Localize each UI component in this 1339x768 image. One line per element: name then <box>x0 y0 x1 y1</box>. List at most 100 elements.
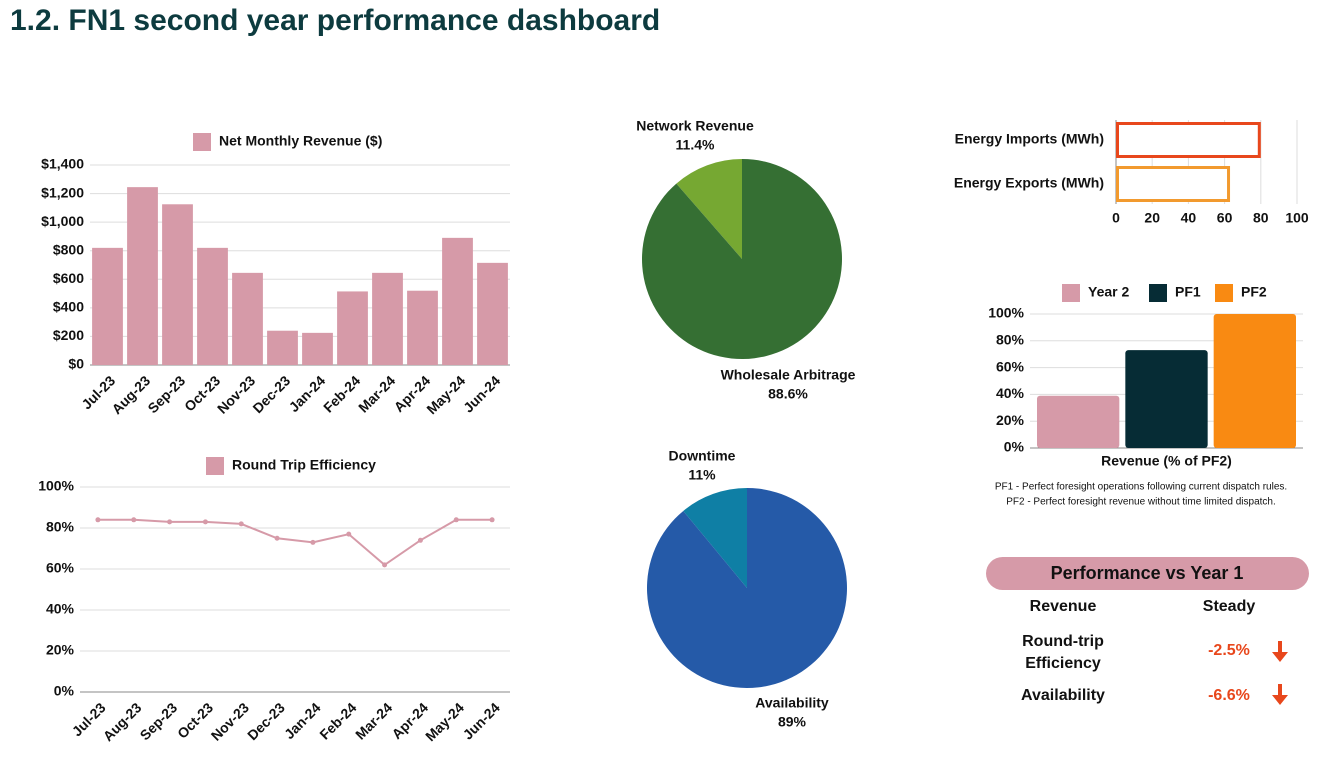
page-title: 1.2. FN1 second year performance dashboa… <box>10 4 660 37</box>
x-tick-label: Mar-24 <box>352 699 395 742</box>
x-tick-label: May-24 <box>423 372 468 417</box>
y-tick-label: 60% <box>46 560 75 576</box>
line <box>97 518 493 567</box>
y-tick-label: $200 <box>53 327 84 343</box>
legend-label: Round Trip Efficiency <box>232 457 376 473</box>
x-tick-label: Mar-24 <box>355 372 398 415</box>
x-tick-label: Revenue (% of PF2) <box>1101 453 1232 469</box>
bar <box>267 330 298 365</box>
bar <box>197 247 228 365</box>
x-tick-label: Jun-24 <box>460 699 503 742</box>
x-tick-label: Sep-23 <box>144 372 188 416</box>
slice-value: 11.4% <box>676 137 715 153</box>
row-label: Availability <box>1021 687 1105 704</box>
bar <box>407 290 438 365</box>
x-tick-label: 0 <box>1112 210 1120 226</box>
point <box>95 517 101 523</box>
y-category-label: Energy Exports (MWh) <box>954 175 1104 191</box>
x-tick-label: 100 <box>1285 210 1309 226</box>
bar <box>1213 314 1296 448</box>
x-tick-label: Jan-24 <box>286 372 329 415</box>
bar <box>1125 350 1208 448</box>
point <box>453 517 459 523</box>
row-value: -6.6% <box>1208 687 1250 704</box>
slice-label: Network Revenue <box>636 118 754 134</box>
note: PF1 - Perfect foresight operations follo… <box>995 482 1287 493</box>
bar <box>1037 395 1120 448</box>
x-tick-label: Sep-23 <box>137 699 181 743</box>
row-label: Round-trip Efficiency <box>1022 633 1104 672</box>
down-arrow <box>1272 684 1288 705</box>
table-header-pill <box>986 557 1309 590</box>
legend-swatch <box>1062 284 1080 302</box>
y-tick-label: 100% <box>38 478 74 494</box>
slice-value: 11% <box>688 467 716 483</box>
x-tick-label: 40 <box>1181 210 1197 226</box>
y-tick-label: 80% <box>46 519 75 535</box>
bar <box>232 272 263 365</box>
point <box>274 535 280 541</box>
note: PF2 - Perfect foresight revenue without … <box>1006 497 1276 508</box>
y-tick-label: 40% <box>46 601 75 617</box>
slice-value: 88.6% <box>768 386 808 402</box>
pie-slice <box>642 159 843 359</box>
x-tick-label: 20 <box>1144 210 1160 226</box>
legend-label: Year 2 <box>1088 284 1129 300</box>
bar <box>127 187 158 365</box>
down-arrow <box>1272 641 1288 662</box>
legend-swatch <box>206 457 224 475</box>
y-tick-label: $0 <box>68 356 84 372</box>
row-value: Steady <box>1202 598 1256 615</box>
x-tick-label: May-24 <box>422 699 467 744</box>
y-tick-label: 100% <box>988 305 1024 321</box>
y-tick-label: 0% <box>1004 439 1025 455</box>
point <box>346 531 352 537</box>
legend-swatch <box>1215 284 1233 302</box>
row-value: -2.5% <box>1208 642 1250 659</box>
point <box>417 537 423 543</box>
slice-label: Availability <box>755 695 829 711</box>
x-tick-label: Nov-23 <box>208 699 252 743</box>
table-title: Performance vs Year 1 <box>1051 563 1244 583</box>
y-tick-label: $1,200 <box>41 184 84 200</box>
x-tick-label: Feb-24 <box>320 372 363 415</box>
x-tick-label: Jan-24 <box>281 699 324 742</box>
bar <box>477 262 508 365</box>
legend-label: Net Monthly Revenue ($) <box>219 133 382 149</box>
x-tick-label: Aug-23 <box>108 372 153 417</box>
bar <box>442 237 473 365</box>
y-tick-label: $800 <box>53 241 84 257</box>
slice-label: Downtime <box>669 448 736 464</box>
legend-swatch <box>1149 284 1167 302</box>
y-tick-label: $1,400 <box>41 156 84 172</box>
y-tick-label: $1,000 <box>41 213 84 229</box>
y-tick-label: 60% <box>996 358 1025 374</box>
x-tick-label: 80 <box>1253 210 1269 226</box>
legend-label: PF2 <box>1241 284 1267 300</box>
slice-value: 89% <box>778 714 807 730</box>
point <box>238 521 244 527</box>
bar <box>302 332 333 365</box>
point <box>310 539 316 545</box>
legend-swatch <box>193 133 211 151</box>
y-tick-label: $600 <box>53 270 84 286</box>
pie-slice <box>646 488 847 689</box>
bar <box>337 291 368 365</box>
x-tick-label: Dec-23 <box>244 699 288 743</box>
bar <box>162 204 193 365</box>
bar <box>92 247 123 365</box>
bar <box>1116 122 1261 158</box>
x-tick-label: Aug-23 <box>100 699 145 744</box>
y-tick-label: 0% <box>54 683 75 699</box>
y-tick-label: $400 <box>53 299 84 315</box>
x-tick-label: 60 <box>1217 210 1233 226</box>
y-tick-label: 80% <box>996 332 1025 348</box>
y-category-label: Energy Imports (MWh) <box>955 131 1104 147</box>
point <box>167 519 173 525</box>
point <box>489 517 495 523</box>
y-tick-label: 20% <box>996 412 1025 428</box>
pie-slice <box>676 159 742 259</box>
y-tick-label: 20% <box>46 642 75 658</box>
